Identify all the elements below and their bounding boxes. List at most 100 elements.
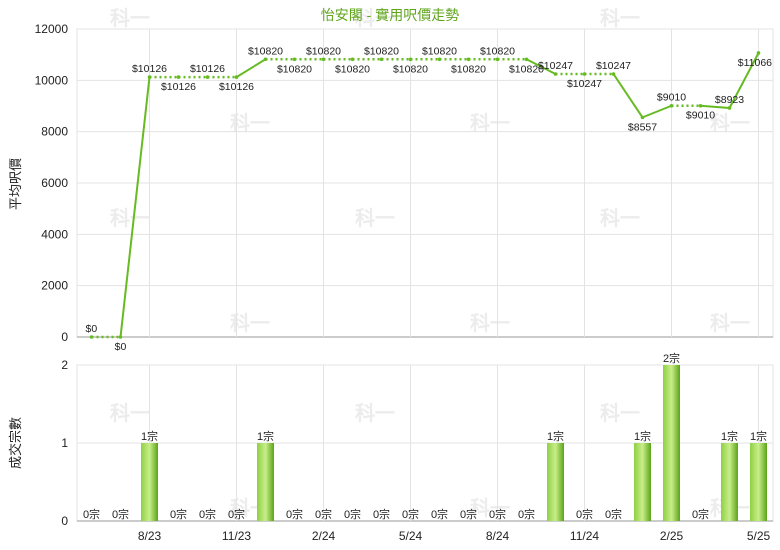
- line-point-5: [234, 75, 239, 79]
- bar-label-9: 0宗: [344, 507, 361, 521]
- bar-label-21: 0宗: [692, 507, 709, 521]
- line-point-label-23: $11066: [738, 57, 772, 69]
- bar-label-20: 2宗: [663, 351, 680, 365]
- line-segment-5: [235, 58, 267, 78]
- bar-label-22: 1宗: [721, 429, 738, 443]
- line-point-label-19: $8557: [628, 121, 657, 133]
- bar-chart-ylabel: 成交宗數: [8, 417, 23, 469]
- bar-label-12: 0宗: [431, 507, 448, 521]
- bar-2: [141, 443, 158, 521]
- bar-label-19: 1宗: [634, 429, 651, 443]
- line-segment-15: [526, 58, 556, 75]
- bar-label-15: 0宗: [518, 507, 535, 521]
- line-segment-21: [700, 104, 730, 109]
- line-point-13: [466, 57, 471, 62]
- line-chart-ytick-6000: 6000: [41, 176, 68, 190]
- line-series: $0 $0 $10126 $10126 $10126 $10126 $10820 $10820…: [86, 45, 773, 353]
- x-tick-label-1: 11/23: [222, 529, 251, 543]
- watermark-8: 科一: [600, 206, 640, 230]
- watermark-11: 科一: [710, 311, 750, 335]
- line-point-label-0: $0: [86, 323, 98, 335]
- line-point-label-14: $10820: [480, 45, 515, 57]
- line-chart-ytick-2000: 2000: [41, 279, 68, 293]
- line-point-label-20: $9010: [657, 92, 686, 104]
- line-point-label-10: $10820: [364, 45, 399, 57]
- bar-label-1: 0宗: [112, 507, 129, 521]
- line-segment-19: [642, 104, 672, 119]
- bar-label-3: 0宗: [170, 507, 187, 521]
- line-point-1: [118, 335, 123, 339]
- line-segment-1: [119, 76, 151, 338]
- line-point-label-4: $10126: [190, 63, 225, 75]
- bar-16: [547, 443, 564, 521]
- line-chart-grid: 0 2000 4000 6000 8000 10000 12000: [35, 22, 774, 344]
- bar-label-18: 0宗: [605, 507, 622, 521]
- line-point-14: [495, 57, 500, 62]
- line-point-22: [727, 106, 732, 110]
- line-chart-ylabel: 平均呎價: [8, 158, 23, 210]
- watermark-14: 科一: [600, 401, 640, 425]
- x-tick-label-2: 2/24: [312, 529, 336, 543]
- line-point-3: [176, 75, 181, 79]
- line-point-6: [263, 57, 268, 62]
- chart-title: 怡安閣 - 實用呎價走勢: [321, 7, 459, 23]
- watermark-6: 科一: [110, 206, 150, 230]
- bar-label-13: 0宗: [460, 507, 477, 521]
- line-point-label-7: $10820: [277, 63, 312, 75]
- line-point-17: [582, 72, 587, 76]
- line-chart-ytick-12000: 12000: [35, 22, 69, 36]
- watermark-13: 科一: [355, 401, 395, 425]
- line-point-18: [611, 72, 616, 76]
- line-point-21: [698, 103, 703, 108]
- line-point-19: [640, 115, 645, 120]
- line-point-label-6: $10820: [248, 45, 283, 57]
- watermark-1: 科一: [355, 6, 395, 30]
- line-point-9: [350, 57, 355, 62]
- bar-chart-ytick-0: 0: [61, 514, 68, 528]
- line-point-label-17: $10247: [567, 78, 602, 90]
- bar-6: [257, 443, 274, 521]
- watermark-12: 科一: [110, 401, 150, 425]
- line-point-15: [524, 57, 529, 62]
- line-point-label-18: $10247: [596, 60, 631, 72]
- watermark-10: 科一: [470, 311, 510, 335]
- line-point-23: [756, 51, 761, 55]
- x-tick-label-3: 5/24: [399, 529, 423, 543]
- line-point-label-9: $10820: [335, 63, 370, 75]
- line-point-4: [205, 75, 210, 79]
- line-point-label-8: $10820: [306, 45, 341, 57]
- line-point-label-12: $10820: [422, 45, 457, 57]
- line-point-10: [379, 57, 384, 62]
- line-point-20: [669, 103, 674, 108]
- line-point-label-16: $10247: [538, 60, 573, 72]
- bar-label-23: 1宗: [750, 429, 767, 443]
- bar-chart-ytick-1: 1: [61, 436, 68, 450]
- line-point-16: [553, 72, 558, 76]
- line-segment-18: [612, 73, 644, 118]
- bar-label-16: 1宗: [547, 429, 564, 443]
- line-point-label-1: $0: [115, 341, 127, 353]
- bar-22: [721, 443, 738, 521]
- line-point-2: [147, 75, 152, 79]
- line-point-label-5: $10126: [219, 81, 254, 93]
- line-point-label-3: $10126: [161, 81, 196, 93]
- bar-label-11: 0宗: [402, 507, 419, 521]
- watermark-4: 科一: [470, 111, 510, 135]
- bar-label-2: 1宗: [141, 429, 158, 443]
- line-point-label-2: $10126: [132, 63, 167, 75]
- line-point-7: [292, 57, 297, 62]
- bar-series: 0宗 0宗 1宗 0宗 0宗 0宗 1宗 0宗 0宗 0宗 0宗 0宗 0宗 0宗 0宗 0宗 1宗 0宗 0宗 1宗…: [83, 351, 767, 521]
- line-point-label-13: $10820: [451, 63, 486, 75]
- line-point-label-11: $10820: [393, 63, 428, 75]
- bar-19: [634, 443, 651, 521]
- line-point-0: [89, 335, 94, 339]
- watermark-0: 科一: [110, 6, 150, 30]
- line-point-label-15: $10820: [509, 63, 544, 75]
- x-tick-label-6: 2/25: [660, 529, 684, 543]
- x-tick-label-7: 5/25: [747, 529, 771, 543]
- watermarks: 科一科一科一科一科一科一科一科一科一科一科一科一科一科一科一科一科一科一: [110, 6, 750, 520]
- watermark-5: 科一: [710, 111, 750, 135]
- line-point-11: [408, 57, 413, 62]
- line-point-label-22: $8923: [715, 94, 744, 106]
